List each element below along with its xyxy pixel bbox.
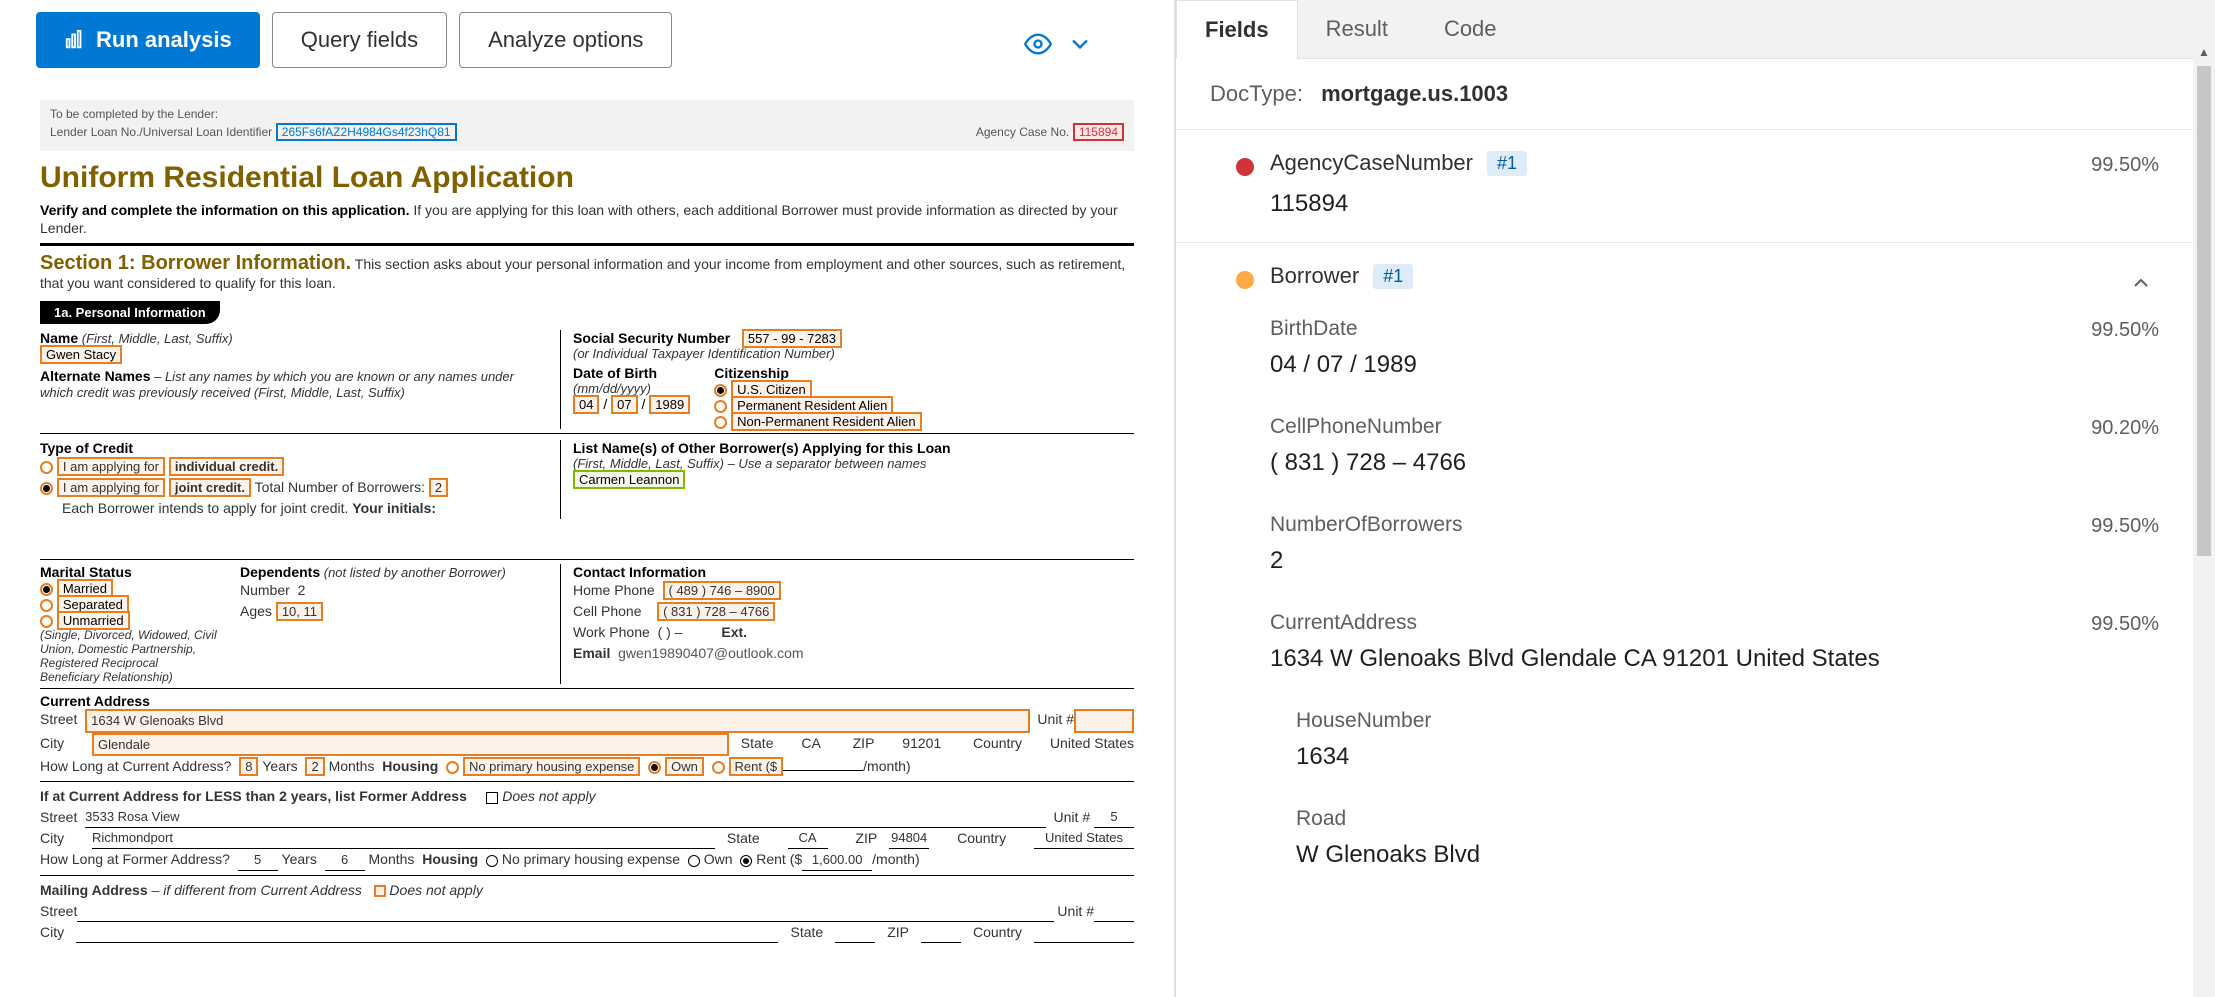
field-agency-case-number[interactable]: AgencyCaseNumber #1 99.50% 115894 (1176, 130, 2193, 243)
confidence-value: 99.50% (2091, 154, 2159, 177)
lender-loan-number: 265Fs6fAZ2H4984Gs4f23hQ81 (276, 123, 457, 141)
field-value: 115894 (1270, 190, 2159, 218)
agency-case-label: Agency Case No. (976, 125, 1069, 139)
doctype-label: DocType: (1210, 81, 1303, 106)
tab-fields[interactable]: Fields (1176, 0, 1298, 59)
view-controls (1024, 30, 1094, 58)
section1-header: Section 1: Borrower Information. This se… (40, 252, 1134, 291)
eye-icon[interactable] (1024, 30, 1052, 58)
results-panel: Fields Result Code DocType: mortgage.us.… (1175, 0, 2193, 997)
document-page: To be completed by the Lender: Lender Lo… (0, 80, 1174, 943)
run-analysis-label: Run analysis (96, 27, 232, 53)
analysis-icon (64, 29, 86, 51)
subfield-housenumber[interactable]: HouseNumber 1634 (1176, 693, 2193, 791)
subfield-road[interactable]: Road W Glenoaks Blvd (1176, 791, 2193, 889)
doctype-row: DocType: mortgage.us.1003 (1176, 59, 2193, 130)
results-list[interactable]: AgencyCaseNumber #1 99.50% 115894 Borrow… (1176, 130, 2193, 997)
badge-count: #1 (1487, 151, 1527, 176)
doctype-value: mortgage.us.1003 (1321, 81, 1508, 106)
run-analysis-button[interactable]: Run analysis (36, 12, 260, 68)
badge-count: #1 (1373, 264, 1413, 289)
subfield-birthdate[interactable]: BirthDate 99.50% 04 / 07 / 1989 (1176, 301, 2193, 399)
analyze-options-label: Analyze options (488, 27, 643, 53)
query-fields-button[interactable]: Query fields (272, 12, 447, 68)
subfield-currentaddress[interactable]: CurrentAddress 99.50% 1634 W Glenoaks Bl… (1176, 595, 2193, 693)
chevron-down-icon[interactable] (1066, 30, 1094, 58)
query-fields-label: Query fields (301, 27, 418, 53)
scrollbar-thumb[interactable] (2197, 66, 2211, 556)
borrower-name-value: Gwen Stacy (40, 345, 122, 364)
document-title: Uniform Residential Loan Application (40, 161, 1134, 195)
subfield-cellphone[interactable]: CellPhoneNumber 90.20% ( 831 ) 728 – 476… (1176, 399, 2193, 497)
document-viewer-panel: Run analysis Query fields Analyze option… (0, 0, 1175, 997)
agency-case-number: 115894 (1073, 123, 1124, 141)
toolbar: Run analysis Query fields Analyze option… (0, 0, 1174, 80)
verify-text: Verify and complete the information on t… (40, 201, 1134, 237)
analyze-options-button[interactable]: Analyze options (459, 12, 672, 68)
section-1a-box: 1a. Personal Information (40, 301, 220, 324)
scrollbar[interactable]: ▲ (2193, 0, 2215, 997)
results-wrapper: Fields Result Code DocType: mortgage.us.… (1175, 0, 2215, 997)
tab-result[interactable]: Result (1298, 0, 1416, 58)
scroll-up-arrow[interactable]: ▲ (2197, 45, 2211, 59)
lender-header: To be completed by the Lender: Lender Lo… (40, 100, 1134, 151)
chevron-up-icon[interactable] (2129, 271, 2153, 295)
other-borrower-name: Carmen Leannon (573, 470, 685, 489)
results-tabs: Fields Result Code (1176, 0, 2193, 59)
status-dot-orange (1236, 271, 1254, 289)
lender-line1: To be completed by the Lender: (50, 106, 1124, 123)
tab-code[interactable]: Code (1416, 0, 1525, 58)
subfield-numberofborrowers[interactable]: NumberOfBorrowers 99.50% 2 (1176, 497, 2193, 595)
field-borrower[interactable]: Borrower #1 (1176, 243, 2193, 301)
lender-loan-label: Lender Loan No./Universal Loan Identifie… (50, 125, 272, 139)
status-dot-red (1236, 158, 1254, 176)
